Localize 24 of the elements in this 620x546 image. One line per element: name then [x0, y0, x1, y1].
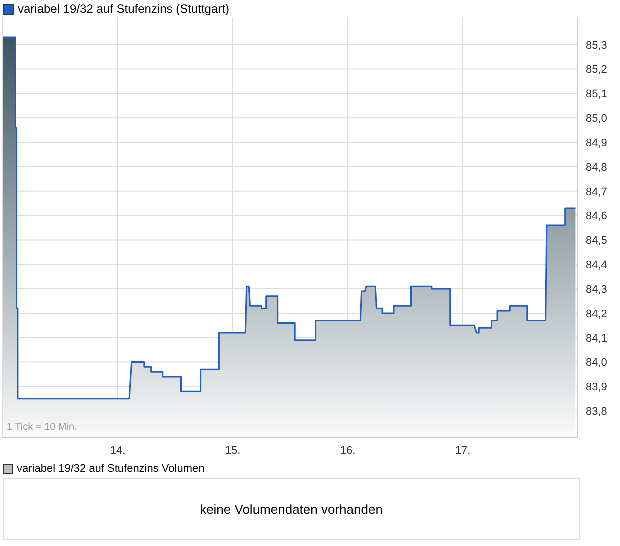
y-tick-label: 84,7 [586, 186, 608, 198]
y-tick-label: 84,1 [586, 332, 608, 345]
y-tick-label: 83,9 [586, 382, 608, 394]
y-tick-label: 84,5 [586, 235, 608, 248]
y-tick-label: 84,0 [586, 357, 608, 370]
text: keine Volumendaten vorhanden [200, 502, 383, 516]
text: variabel 19/32 auf Stufenzins Volumen [17, 463, 205, 475]
y-tick-label: 84,6 [586, 210, 608, 223]
annotation: 1 Tick = 10 Min. [7, 422, 78, 433]
y-tick-label: 85,3 [586, 40, 608, 52]
x-tick-label: 16. [340, 444, 356, 457]
y-tick-label: 85,1 [586, 88, 608, 101]
y-tick-label: 84,3 [586, 284, 608, 296]
x-tick-label: 17. [455, 444, 471, 457]
legend-label: variabel 19/32 auf Stufenzins (Stuttgart) [18, 2, 230, 16]
y-tick-label: 84,2 [586, 308, 608, 320]
y-tick-label: 85,2 [586, 64, 608, 76]
y-tick-label: 84,4 [586, 260, 608, 272]
y-tick-label: 84,8 [586, 162, 608, 174]
y-tick-label: 84,9 [586, 137, 608, 150]
x-tick-label: 14. [110, 444, 126, 457]
y-tick-label: 85,0 [586, 113, 608, 126]
x-tick-label: 15. [225, 444, 241, 457]
y-tick-label: 83,8 [586, 406, 608, 418]
